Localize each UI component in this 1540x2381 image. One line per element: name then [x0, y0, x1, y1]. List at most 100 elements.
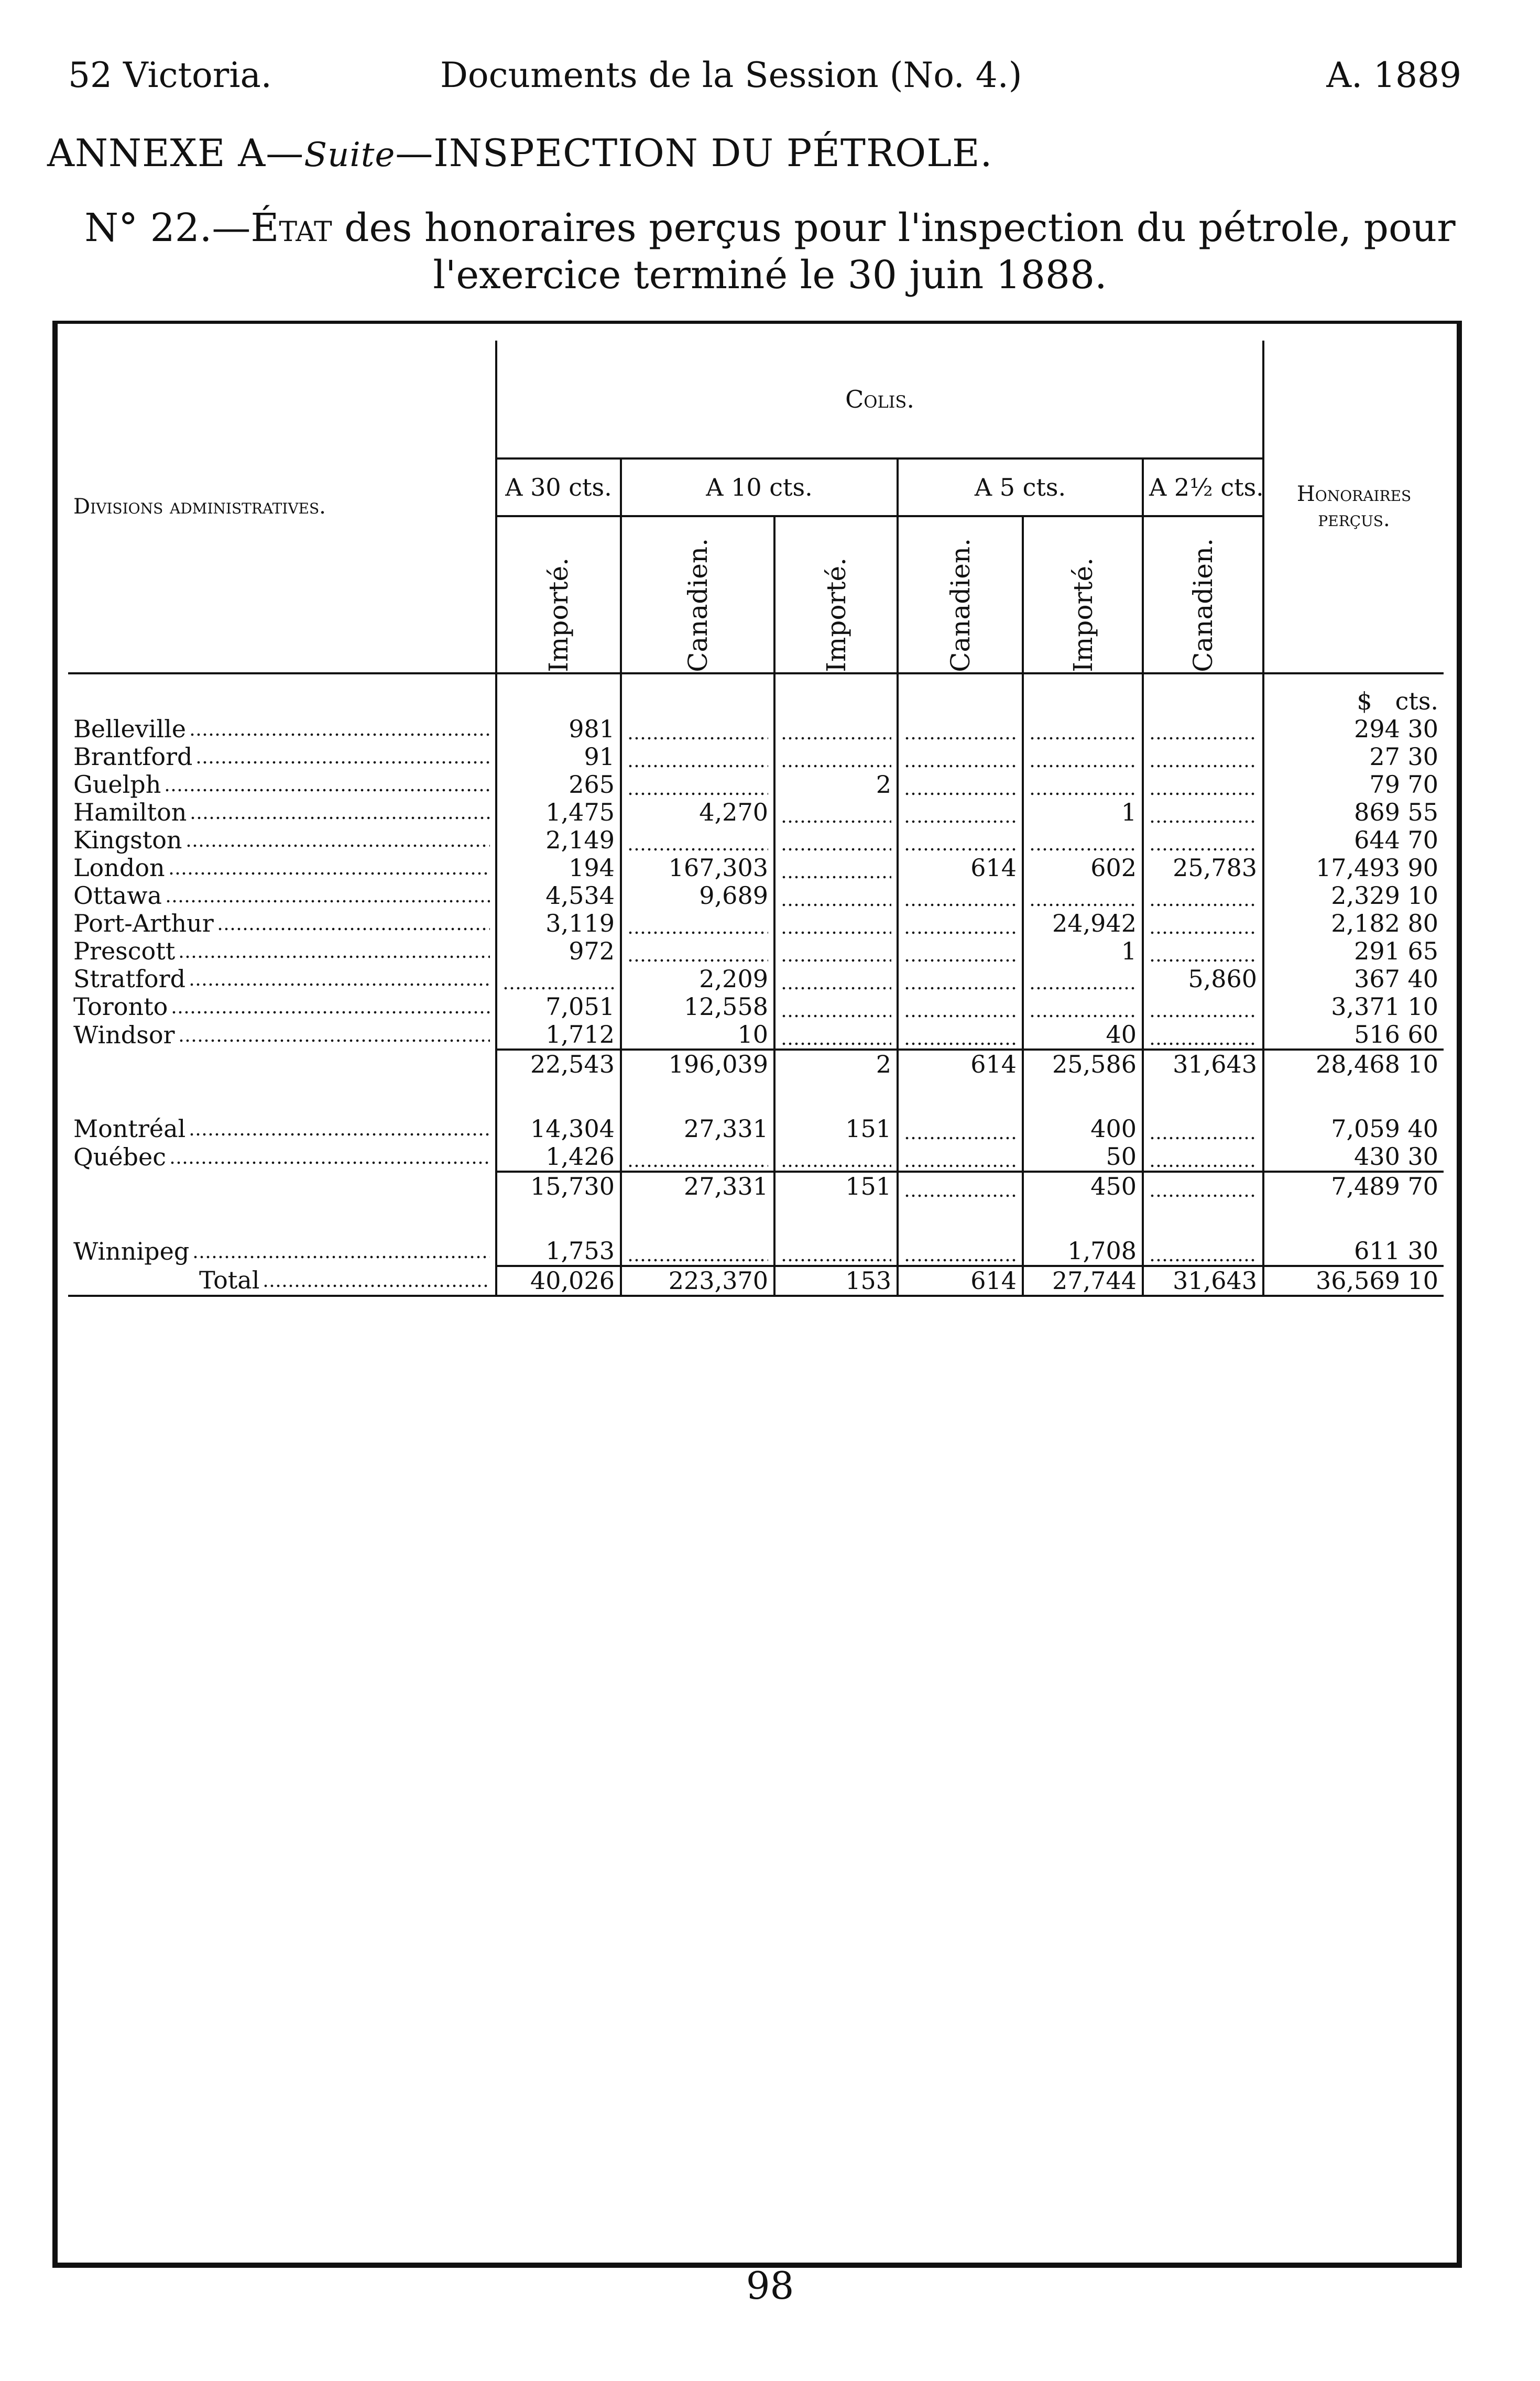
dot-leader [904, 1041, 1017, 1046]
value-cell: 25,783 [1141, 854, 1264, 882]
dot-leader [904, 791, 1017, 796]
dot-leader [781, 1041, 891, 1046]
dot-leader [1029, 986, 1137, 990]
table-row: Belleville 981 294 30 [68, 715, 1444, 743]
page-number: 98 [746, 2264, 794, 2308]
dot-leader [1149, 958, 1258, 963]
dot-leader [1029, 1013, 1137, 1018]
division-name: London [68, 854, 496, 882]
value-cell [1141, 1237, 1264, 1266]
dot-leader [781, 902, 891, 907]
value-cell [1141, 799, 1264, 826]
dot-leader [904, 1258, 1017, 1262]
dot-leader [781, 1163, 891, 1168]
value-cell [773, 1237, 898, 1266]
dot-leader [1149, 1193, 1258, 1198]
table-row: Montréal 14,304 27,331 151 400 7,059 40 [68, 1115, 1444, 1143]
dot-leader [781, 986, 891, 990]
value-cell [1141, 882, 1264, 910]
value-cell: 614 [897, 854, 1023, 882]
value-cell: 614 [897, 1265, 1023, 1297]
dot-leader [1029, 736, 1137, 740]
value-cell [773, 882, 898, 910]
value-cell: 2 [773, 1048, 898, 1078]
dot-leader [1149, 930, 1258, 935]
total-label: Total [68, 1266, 496, 1297]
value-cell: 1,753 [495, 1237, 621, 1266]
value-cell: 2,149 [495, 826, 621, 854]
value-cell [773, 743, 898, 771]
value-cell: 151 [773, 1171, 898, 1200]
subcol-header: Canadien. [620, 516, 774, 674]
value-cell: 3,119 [495, 910, 621, 937]
table-row: Windsor 1,712 10 40 516 60 [68, 1021, 1444, 1050]
subcol-header: Importé. [495, 516, 621, 674]
value-cell [897, 1021, 1023, 1050]
value-cell: 1,708 [1022, 1237, 1143, 1266]
value-cell: 981 [495, 715, 621, 743]
dot-leader [627, 791, 768, 796]
value-cell: 196,039 [620, 1048, 774, 1078]
dot-leader [904, 763, 1017, 768]
value-cell: 194 [495, 854, 621, 882]
dot-leader [904, 1193, 1017, 1198]
fee-cell: 27 30 [1262, 743, 1444, 771]
divisions-header: Divisions administratives. [68, 341, 496, 674]
dot-leader [1149, 819, 1258, 824]
value-cell [897, 965, 1023, 993]
dot-leader [192, 1254, 490, 1259]
value-cell [1141, 826, 1264, 854]
dot-leader [195, 760, 490, 764]
dot-leader [904, 847, 1017, 851]
dot-leader [904, 1135, 1017, 1140]
dot-leader [178, 1038, 490, 1043]
fees-table: Divisions administratives. Colis. Honora… [68, 341, 1444, 1297]
value-cell [1022, 965, 1143, 993]
value-cell [897, 882, 1023, 910]
value-cell: 25,586 [1022, 1048, 1143, 1078]
value-cell [773, 910, 898, 937]
header-center: Documents de la Session (No. 4.) [440, 55, 1022, 95]
dot-leader [178, 954, 490, 959]
value-cell [897, 1143, 1023, 1172]
division-name: Hamilton [68, 799, 496, 826]
value-cell [620, 1237, 774, 1266]
dot-leader [781, 930, 891, 935]
total-row: Total 40,026 223,370 153 614 27,744 31,643 36,5… [68, 1265, 1444, 1297]
dot-leader [165, 899, 490, 903]
dot-leader [1029, 847, 1137, 851]
value-cell [897, 910, 1023, 937]
fee-cell: 28,468 10 [1262, 1048, 1444, 1078]
table-row: Hamilton 1,475 4,270 1 869 55 [68, 799, 1444, 826]
dot-leader [1149, 1258, 1258, 1262]
dot-leader [904, 958, 1017, 963]
value-cell [897, 743, 1023, 771]
table-row: Toronto 7,051 12,558 3,371 10 [68, 993, 1444, 1021]
value-cell: 15,730 [495, 1171, 621, 1200]
fee-cell: 869 55 [1262, 799, 1444, 826]
header-left: 52 Victoria. [68, 55, 272, 95]
value-cell: 2,209 [620, 965, 774, 993]
dot-leader [185, 843, 490, 848]
fee-cell: 36,569 10 [1262, 1265, 1444, 1297]
subtotal-row: 15,730 27,331 151 450 7,489 70 [68, 1171, 1444, 1200]
value-cell: 1,426 [495, 1143, 621, 1172]
dot-leader [781, 1258, 891, 1262]
value-cell: 1,475 [495, 799, 621, 826]
colis-header: Colis. [495, 341, 1264, 460]
value-cell: 50 [1022, 1143, 1143, 1172]
value-cell: 7,051 [495, 993, 621, 1021]
fee-cell: 17,493 90 [1262, 854, 1444, 882]
fee-cell: 611 30 [1262, 1237, 1444, 1266]
value-cell: 91 [495, 743, 621, 771]
dot-leader [1149, 902, 1258, 907]
dot-leader [1149, 763, 1258, 768]
value-cell [897, 1115, 1023, 1143]
value-cell [897, 826, 1023, 854]
value-cell: 614 [897, 1048, 1023, 1078]
table-row: Prescott 972 1 291 65 [68, 937, 1444, 965]
value-cell: 27,744 [1022, 1265, 1143, 1297]
value-cell: 31,643 [1141, 1265, 1264, 1297]
dot-leader [1149, 1163, 1258, 1168]
dot-leader [904, 986, 1017, 990]
